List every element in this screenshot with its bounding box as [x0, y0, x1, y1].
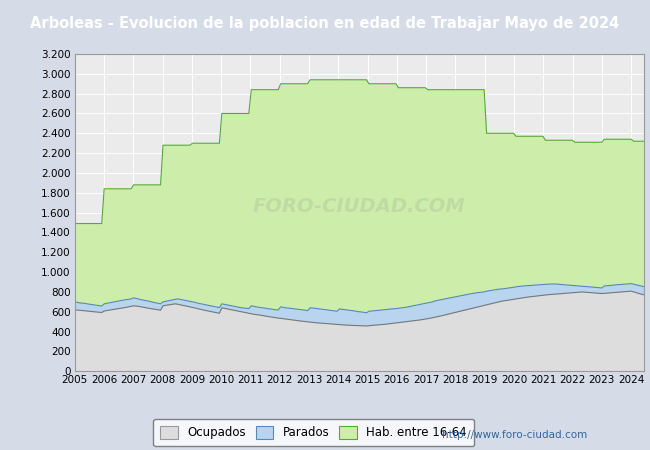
Text: Arboleas - Evolucion de la poblacion en edad de Trabajar Mayo de 2024: Arboleas - Evolucion de la poblacion en …: [31, 16, 619, 31]
Text: http://www.foro-ciudad.com: http://www.foro-ciudad.com: [442, 430, 587, 440]
Legend: Ocupados, Parados, Hab. entre 16-64: Ocupados, Parados, Hab. entre 16-64: [153, 418, 474, 446]
Text: FORO-CIUDAD.COM: FORO-CIUDAD.COM: [253, 197, 465, 216]
